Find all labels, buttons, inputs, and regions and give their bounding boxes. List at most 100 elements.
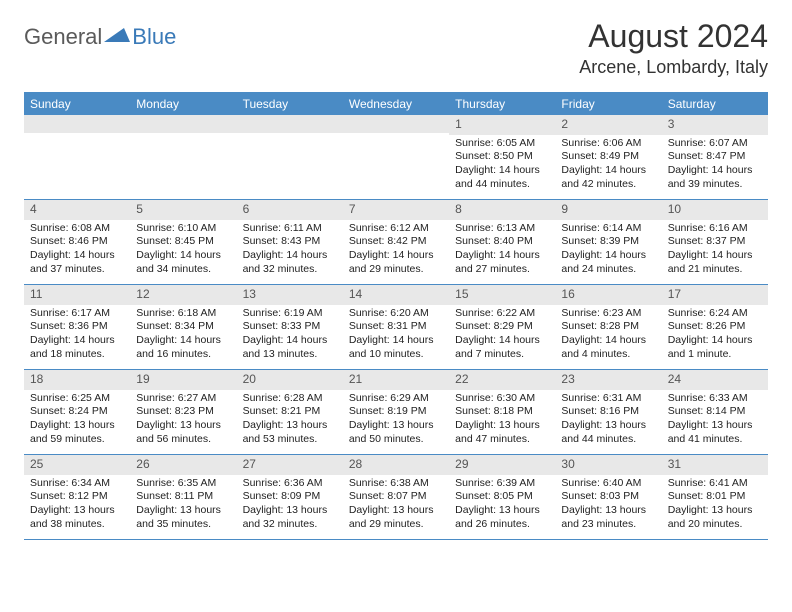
empty-cell <box>237 115 343 199</box>
day-cell: 30Sunrise: 6:40 AMSunset: 8:03 PMDayligh… <box>555 455 661 539</box>
dow-saturday: Saturday <box>662 93 768 115</box>
day-number: 13 <box>237 285 343 305</box>
sunrise-line: Sunrise: 6:11 AM <box>243 222 337 236</box>
sunset-line: Sunset: 8:47 PM <box>668 150 762 164</box>
day-body: Sunrise: 6:23 AMSunset: 8:28 PMDaylight:… <box>555 305 661 366</box>
day-number <box>24 115 130 133</box>
sunset-line: Sunset: 8:29 PM <box>455 320 549 334</box>
day-number: 25 <box>24 455 130 475</box>
day-number <box>130 115 236 133</box>
day-number: 9 <box>555 200 661 220</box>
day-body: Sunrise: 6:31 AMSunset: 8:16 PMDaylight:… <box>555 390 661 451</box>
day-body: Sunrise: 6:28 AMSunset: 8:21 PMDaylight:… <box>237 390 343 451</box>
day-number: 16 <box>555 285 661 305</box>
day-number: 2 <box>555 115 661 135</box>
daylight-line: Daylight: 13 hours and 59 minutes. <box>30 419 124 446</box>
sunset-line: Sunset: 8:11 PM <box>136 490 230 504</box>
sunrise-line: Sunrise: 6:39 AM <box>455 477 549 491</box>
daylight-line: Daylight: 13 hours and 47 minutes. <box>455 419 549 446</box>
day-body: Sunrise: 6:35 AMSunset: 8:11 PMDaylight:… <box>130 475 236 536</box>
sunset-line: Sunset: 8:12 PM <box>30 490 124 504</box>
day-body: Sunrise: 6:25 AMSunset: 8:24 PMDaylight:… <box>24 390 130 451</box>
day-body: Sunrise: 6:20 AMSunset: 8:31 PMDaylight:… <box>343 305 449 366</box>
daylight-line: Daylight: 13 hours and 35 minutes. <box>136 504 230 531</box>
daylight-line: Daylight: 13 hours and 23 minutes. <box>561 504 655 531</box>
day-body: Sunrise: 6:16 AMSunset: 8:37 PMDaylight:… <box>662 220 768 281</box>
sunrise-line: Sunrise: 6:07 AM <box>668 137 762 151</box>
sunset-line: Sunset: 8:37 PM <box>668 235 762 249</box>
day-cell: 27Sunrise: 6:36 AMSunset: 8:09 PMDayligh… <box>237 455 343 539</box>
sunrise-line: Sunrise: 6:35 AM <box>136 477 230 491</box>
sunset-line: Sunset: 8:18 PM <box>455 405 549 419</box>
daylight-line: Daylight: 14 hours and 34 minutes. <box>136 249 230 276</box>
sunrise-line: Sunrise: 6:18 AM <box>136 307 230 321</box>
day-cell: 5Sunrise: 6:10 AMSunset: 8:45 PMDaylight… <box>130 200 236 284</box>
sunset-line: Sunset: 8:24 PM <box>30 405 124 419</box>
day-number: 19 <box>130 370 236 390</box>
sunrise-line: Sunrise: 6:16 AM <box>668 222 762 236</box>
sunrise-line: Sunrise: 6:05 AM <box>455 137 549 151</box>
day-cell: 29Sunrise: 6:39 AMSunset: 8:05 PMDayligh… <box>449 455 555 539</box>
sunset-line: Sunset: 8:39 PM <box>561 235 655 249</box>
dow-monday: Monday <box>130 93 236 115</box>
logo-text-general: General <box>24 24 102 50</box>
day-body: Sunrise: 6:11 AMSunset: 8:43 PMDaylight:… <box>237 220 343 281</box>
header: General Blue August 2024 Arcene, Lombard… <box>24 18 768 78</box>
day-cell: 24Sunrise: 6:33 AMSunset: 8:14 PMDayligh… <box>662 370 768 454</box>
sunrise-line: Sunrise: 6:36 AM <box>243 477 337 491</box>
daylight-line: Daylight: 14 hours and 4 minutes. <box>561 334 655 361</box>
day-cell: 28Sunrise: 6:38 AMSunset: 8:07 PMDayligh… <box>343 455 449 539</box>
weeks-grid: 1Sunrise: 6:05 AMSunset: 8:50 PMDaylight… <box>24 115 768 540</box>
day-number: 24 <box>662 370 768 390</box>
day-of-week-row: SundayMondayTuesdayWednesdayThursdayFrid… <box>24 93 768 115</box>
sunset-line: Sunset: 8:23 PM <box>136 405 230 419</box>
sunset-line: Sunset: 8:01 PM <box>668 490 762 504</box>
sunset-line: Sunset: 8:49 PM <box>561 150 655 164</box>
day-number: 14 <box>343 285 449 305</box>
day-cell: 2Sunrise: 6:06 AMSunset: 8:49 PMDaylight… <box>555 115 661 199</box>
daylight-line: Daylight: 14 hours and 21 minutes. <box>668 249 762 276</box>
sunrise-line: Sunrise: 6:33 AM <box>668 392 762 406</box>
sunrise-line: Sunrise: 6:40 AM <box>561 477 655 491</box>
day-cell: 6Sunrise: 6:11 AMSunset: 8:43 PMDaylight… <box>237 200 343 284</box>
day-body: Sunrise: 6:33 AMSunset: 8:14 PMDaylight:… <box>662 390 768 451</box>
sunset-line: Sunset: 8:26 PM <box>668 320 762 334</box>
day-number: 23 <box>555 370 661 390</box>
sunrise-line: Sunrise: 6:25 AM <box>30 392 124 406</box>
sunset-line: Sunset: 8:07 PM <box>349 490 443 504</box>
sunset-line: Sunset: 8:31 PM <box>349 320 443 334</box>
day-number: 18 <box>24 370 130 390</box>
sunset-line: Sunset: 8:33 PM <box>243 320 337 334</box>
empty-cell <box>343 115 449 199</box>
sunset-line: Sunset: 8:50 PM <box>455 150 549 164</box>
day-number: 6 <box>237 200 343 220</box>
day-body: Sunrise: 6:24 AMSunset: 8:26 PMDaylight:… <box>662 305 768 366</box>
day-body: Sunrise: 6:41 AMSunset: 8:01 PMDaylight:… <box>662 475 768 536</box>
day-number: 31 <box>662 455 768 475</box>
day-cell: 16Sunrise: 6:23 AMSunset: 8:28 PMDayligh… <box>555 285 661 369</box>
day-body: Sunrise: 6:39 AMSunset: 8:05 PMDaylight:… <box>449 475 555 536</box>
daylight-line: Daylight: 13 hours and 44 minutes. <box>561 419 655 446</box>
dow-sunday: Sunday <box>24 93 130 115</box>
daylight-line: Daylight: 13 hours and 32 minutes. <box>243 504 337 531</box>
daylight-line: Daylight: 13 hours and 56 minutes. <box>136 419 230 446</box>
sunrise-line: Sunrise: 6:19 AM <box>243 307 337 321</box>
daylight-line: Daylight: 14 hours and 1 minute. <box>668 334 762 361</box>
day-number: 3 <box>662 115 768 135</box>
sunset-line: Sunset: 8:09 PM <box>243 490 337 504</box>
sunrise-line: Sunrise: 6:29 AM <box>349 392 443 406</box>
day-body: Sunrise: 6:07 AMSunset: 8:47 PMDaylight:… <box>662 135 768 196</box>
daylight-line: Daylight: 14 hours and 39 minutes. <box>668 164 762 191</box>
sunset-line: Sunset: 8:19 PM <box>349 405 443 419</box>
sunset-line: Sunset: 8:43 PM <box>243 235 337 249</box>
sunrise-line: Sunrise: 6:08 AM <box>30 222 124 236</box>
day-body: Sunrise: 6:27 AMSunset: 8:23 PMDaylight:… <box>130 390 236 451</box>
sunset-line: Sunset: 8:40 PM <box>455 235 549 249</box>
day-number: 22 <box>449 370 555 390</box>
day-cell: 22Sunrise: 6:30 AMSunset: 8:18 PMDayligh… <box>449 370 555 454</box>
logo-text-blue: Blue <box>132 24 176 50</box>
daylight-line: Daylight: 14 hours and 24 minutes. <box>561 249 655 276</box>
day-body: Sunrise: 6:12 AMSunset: 8:42 PMDaylight:… <box>343 220 449 281</box>
sunrise-line: Sunrise: 6:22 AM <box>455 307 549 321</box>
daylight-line: Daylight: 14 hours and 29 minutes. <box>349 249 443 276</box>
